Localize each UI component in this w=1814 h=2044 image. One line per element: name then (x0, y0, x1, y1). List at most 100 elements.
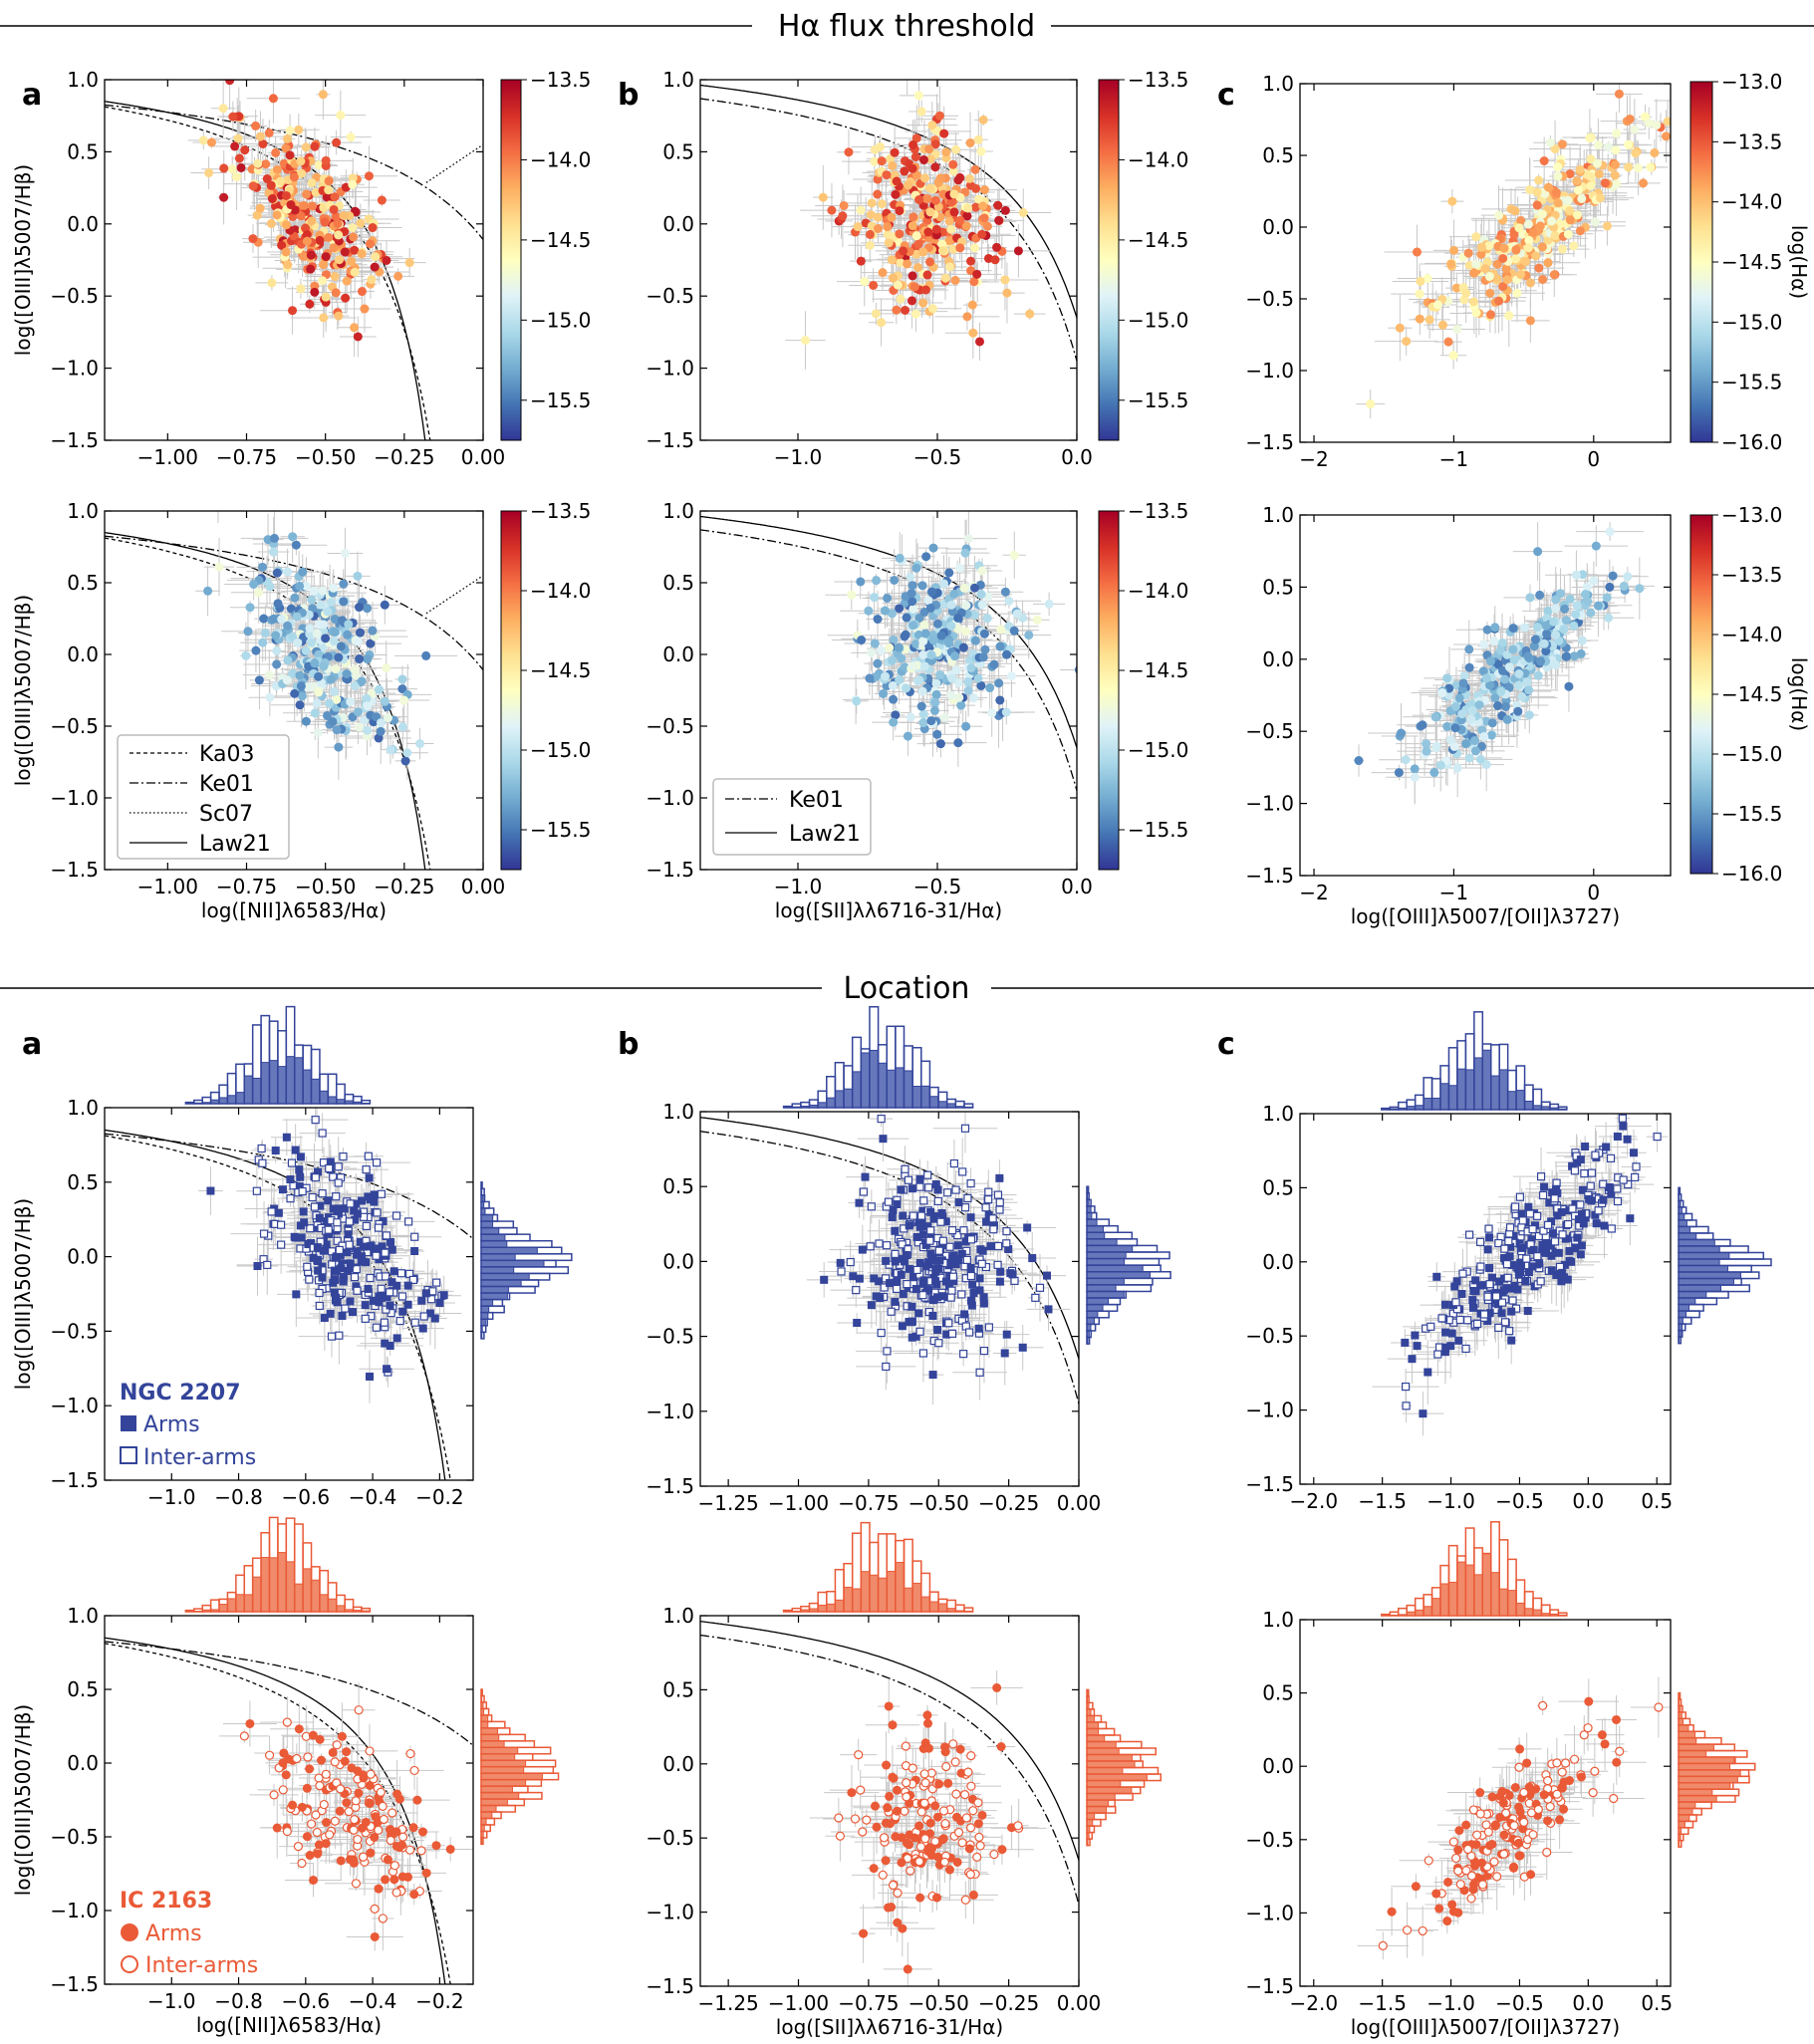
data-point (1538, 275, 1548, 285)
data-point (930, 162, 940, 172)
data-point (907, 296, 916, 306)
data-point (1595, 193, 1605, 203)
data-point (219, 192, 229, 202)
data-point (1553, 171, 1563, 181)
data-point (344, 620, 354, 630)
data-point (298, 567, 308, 577)
y-axis-label: log([OIII]λ5007/Hβ) (11, 164, 35, 356)
data-point (906, 572, 915, 582)
data-point (269, 547, 279, 557)
data-point (1446, 259, 1456, 269)
ytick-label: 1.0 (662, 499, 694, 523)
data-point (382, 255, 391, 265)
data-point (1498, 282, 1508, 292)
data-point (922, 270, 932, 280)
data-point (1531, 251, 1541, 261)
data-point (1610, 159, 1620, 169)
ytick-label: −1.0 (50, 786, 99, 810)
data-point (976, 680, 986, 690)
data-point (296, 156, 306, 166)
data-point (865, 240, 875, 250)
data-point (1492, 274, 1502, 284)
data-point (397, 722, 407, 732)
data-point (1624, 139, 1634, 149)
axes-frame (1299, 83, 1672, 443)
data-point (264, 128, 274, 137)
data-point (310, 708, 320, 718)
data-point (925, 603, 935, 613)
data-point (1634, 163, 1644, 173)
data-point (893, 280, 903, 290)
data-point (261, 159, 271, 169)
data-point (960, 548, 970, 558)
data-point (961, 721, 971, 731)
data-point (323, 710, 333, 720)
data-point (1502, 275, 1512, 285)
data-point (1002, 649, 1012, 659)
data-point (357, 676, 367, 686)
data-point (268, 94, 278, 104)
data-point (944, 216, 954, 226)
data-point (1553, 198, 1563, 208)
data-point (272, 645, 282, 655)
data-point (312, 629, 322, 639)
data-point (939, 712, 949, 722)
data-point (921, 194, 931, 204)
data-point (867, 198, 877, 208)
data-point (1484, 241, 1494, 251)
data-point (903, 259, 912, 269)
data-point (1539, 156, 1549, 166)
data-point (873, 224, 883, 234)
data-point (970, 583, 980, 593)
data-point (346, 697, 356, 707)
data-point (924, 144, 934, 154)
data-point (962, 312, 972, 322)
colorbar-tick-label: −14.0 (1128, 147, 1188, 171)
data-point (355, 722, 365, 732)
data-point (1550, 231, 1560, 241)
data-point (888, 680, 898, 690)
colorbar (1098, 79, 1120, 441)
data-point (288, 532, 298, 542)
data-point (1594, 169, 1604, 179)
data-point (1025, 309, 1035, 319)
colorbar-tick-label: −14.0 (530, 579, 591, 603)
data-point (324, 185, 334, 195)
data-point (871, 309, 881, 319)
data-point (908, 212, 918, 222)
data-point (1624, 162, 1634, 172)
ytick-label: −1.0 (50, 357, 99, 381)
data-point (857, 636, 867, 645)
data-point (935, 739, 945, 749)
data-point (374, 684, 384, 694)
data-point (1537, 209, 1547, 219)
data-point (1448, 351, 1458, 361)
data-point (291, 540, 301, 550)
data-point (920, 629, 930, 639)
axes-frame (104, 79, 484, 441)
data-point (911, 563, 921, 573)
data-point (1528, 227, 1538, 237)
data-point (1652, 121, 1662, 130)
data-point (1468, 297, 1478, 307)
data-point (290, 688, 300, 698)
data-point (873, 658, 883, 668)
data-point (313, 728, 323, 738)
colorbar-tick-label: −15.5 (530, 818, 591, 842)
xtick-label: −2 (1299, 447, 1328, 471)
data-point (293, 638, 303, 647)
data-point (339, 210, 349, 220)
data-point (954, 563, 964, 573)
data-point (1565, 206, 1575, 216)
data-point (950, 275, 960, 285)
data-point (354, 603, 364, 613)
data-point (301, 581, 311, 591)
data-point (856, 205, 866, 215)
data-point (1485, 310, 1495, 320)
data-point (204, 168, 214, 178)
data-point (949, 207, 959, 217)
data-point (324, 176, 334, 186)
data-point (896, 258, 906, 268)
data-point (347, 256, 357, 266)
data-point (348, 179, 358, 189)
